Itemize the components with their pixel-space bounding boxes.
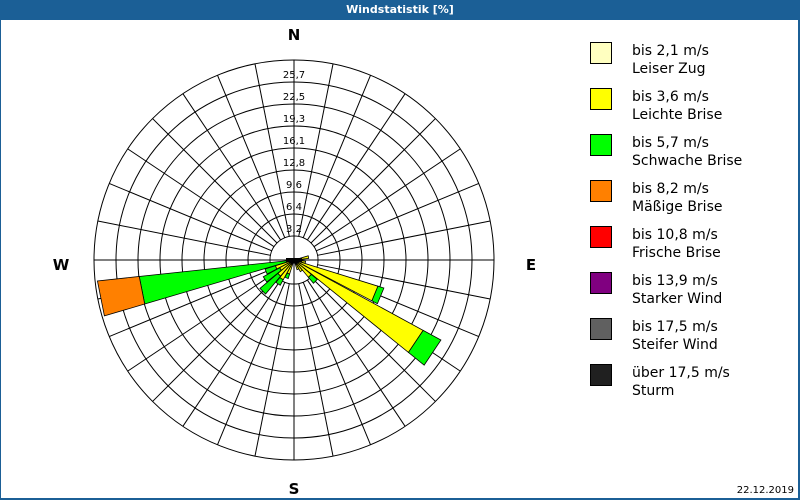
compass-south: S: [289, 480, 300, 498]
window-title: Windstatistik [%]: [0, 0, 800, 20]
legend-item: über 17,5 m/s Sturm: [590, 364, 790, 410]
wind-bar-segment: [96, 276, 146, 317]
legend-item: bis 3,6 m/s Leichte Brise: [590, 88, 790, 134]
legend-swatch: [590, 364, 612, 386]
wind-bar-segment: [259, 272, 282, 295]
legend-swatch: [590, 42, 612, 64]
legend-label: bis 3,6 m/s Leichte Brise: [632, 89, 723, 123]
wind-bar-segment: [262, 267, 282, 283]
legend-item: bis 5,7 m/s Schwache Brise: [590, 134, 790, 180]
compass-east: E: [526, 256, 536, 274]
wind-bar-segment: [275, 277, 284, 286]
wind-bar-segment: [407, 329, 442, 366]
radial-tick-label: 9,6: [286, 180, 302, 191]
legend-label: bis 17,5 m/s Steifer Wind: [632, 319, 718, 353]
radial-tick-label: 6,4: [286, 202, 302, 213]
radial-tick-label: 12,8: [283, 158, 305, 169]
legend-swatch: [590, 318, 612, 340]
wind-bar-segment: [294, 261, 300, 271]
legend-item: bis 10,8 m/s Frische Brise: [590, 226, 790, 272]
legend-label: bis 2,1 m/s Leiser Zug: [632, 43, 709, 77]
legend-swatch: [590, 226, 612, 248]
wind-bar-segment: [307, 273, 318, 284]
chart-panel: 3,2 6,4 9,6 12,8 16,1 19,3 22,5 25,7 N S W E bis 2,…: [1, 20, 798, 498]
legend-swatch: [590, 88, 612, 110]
legend-label: bis 10,8 m/s Frische Brise: [632, 227, 721, 261]
radial-tick-label: 3,2: [286, 224, 302, 235]
legend-label: bis 8,2 m/s Mäßige Brise: [632, 181, 723, 215]
compass-north: N: [288, 26, 301, 44]
legend: bis 2,1 m/s Leiser Zug bis 3,6 m/s Leichte …: [590, 42, 790, 410]
legend-item: bis 17,5 m/s Steifer Wind: [590, 318, 790, 364]
legend-item: bis 13,9 m/s Starker Wind: [590, 272, 790, 318]
legend-swatch: [590, 134, 612, 156]
wind-bar-segment: [371, 285, 385, 305]
legend-swatch: [590, 180, 612, 202]
legend-swatch: [590, 272, 612, 294]
compass-west: W: [53, 256, 70, 274]
wind-bar-segment: [264, 265, 278, 275]
legend-item: bis 2,1 m/s Leiser Zug: [590, 42, 790, 88]
wind-bar-segment: [138, 260, 289, 305]
legend-label: bis 13,9 m/s Starker Wind: [632, 273, 723, 307]
radial-tick-label: 25,7: [283, 70, 305, 81]
radial-tick-label: 19,3: [283, 114, 305, 125]
radial-tick-label: 22,5: [283, 92, 305, 103]
legend-item: bis 8,2 m/s Mäßige Brise: [590, 180, 790, 226]
wind-rose-chart: 3,2 6,4 9,6 12,8 16,1 19,3 22,5 25,7 N S W E: [53, 26, 536, 498]
radial-tick-label: 16,1: [283, 136, 305, 147]
date-label: 22.12.2019: [736, 485, 794, 496]
legend-label: bis 5,7 m/s Schwache Brise: [632, 135, 743, 169]
wind-bar-segment: [295, 260, 424, 353]
legend-label: über 17,5 m/s Sturm: [632, 365, 730, 399]
